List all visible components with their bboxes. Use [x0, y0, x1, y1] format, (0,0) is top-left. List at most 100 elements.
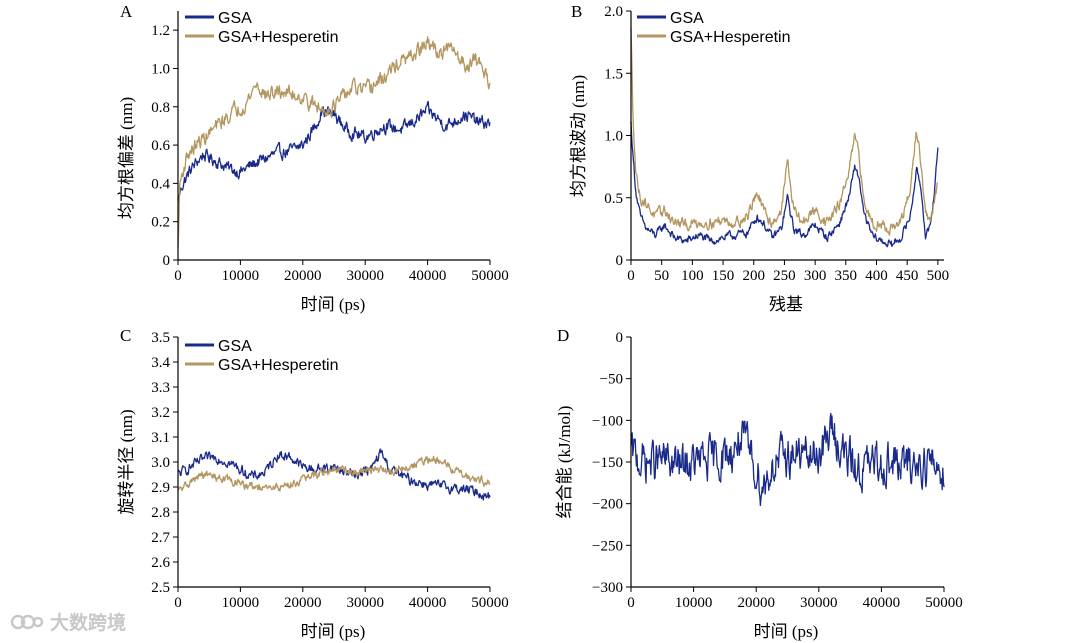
panel-a-legend: GSA GSA+Hesperetin — [185, 10, 339, 46]
panel-a-legend-label-hesperetin: GSA+Hesperetin — [218, 29, 339, 46]
panel-a-x-tick-label: 0 — [174, 268, 182, 284]
panel-b-x-axis-label: 残基 — [769, 295, 803, 314]
panel-b-y-tick-label: 0 — [616, 253, 624, 269]
panel-a-y-tick-label: 0.6 — [151, 138, 170, 154]
panel-b-x-tick-label: 50 — [654, 268, 669, 284]
panel-b-x-tick-label: 450 — [896, 268, 919, 284]
panel-d-x-tick-label: 40000 — [863, 595, 901, 611]
panel-b-x-tick-label: 300 — [804, 268, 827, 284]
panel-a-y-tick-label: 0.8 — [151, 100, 170, 116]
panel-c-series-gsa-hesperetin-line — [177, 455, 491, 492]
panel-c-x-axis-label: 时间 (ps) — [301, 622, 366, 641]
panel-c-y-axis-label: 旋转半径 (nm) — [117, 409, 136, 514]
panel-d-ticks-layer: 0 10000 20000 30000 40000 50000 −300 −250 −200 −1… — [592, 330, 963, 611]
panel-d-y-tick-label: −250 — [592, 538, 623, 554]
panel-b-rmsf-chart: B 0 50 100 150 200 250 300 350 400 450 500 0 0.5 1.0 1… — [569, 2, 949, 314]
panel-b-ticks-layer: 0 50 100 150 200 250 300 350 400 450 500 0 0.5 1.0 1.5… — [604, 4, 949, 284]
panel-b-x-tick-label: 400 — [865, 268, 888, 284]
panel-a-rmsd-chart: A 0 10000 20000 30000 40000 50000 0 0.2 0.4 0.6 0.… — [117, 2, 509, 314]
panel-a-x-tick-label: 20000 — [284, 268, 322, 284]
panel-c-ticks-layer: 0 10000 20000 30000 40000 50000 2.5 2.6 2.7 2.8 2.… — [151, 330, 509, 611]
panel-b-y-tick-label: 1.0 — [604, 129, 623, 145]
panel-b-series-layer — [630, 27, 939, 248]
panel-c-x-tick-label: 10000 — [222, 595, 260, 611]
panel-c-x-tick-label: 50000 — [471, 595, 509, 611]
panel-c-legend-label-hesperetin: GSA+Hesperetin — [218, 357, 339, 374]
panel-b-x-tick-label: 500 — [927, 268, 950, 284]
watermark: 大数跨境 — [10, 608, 126, 635]
panel-c-label: C — [120, 326, 131, 345]
panel-d-binding-energy-chart: D 0 10000 20000 30000 40000 50000 −300 −250 −200… — [555, 326, 963, 641]
panel-a-x-tick-label: 30000 — [346, 268, 384, 284]
panel-c-y-tick-label: 2.7 — [151, 530, 170, 546]
panel-b-y-tick-label: 1.5 — [604, 66, 623, 82]
panel-c-x-tick-label: 0 — [174, 595, 182, 611]
panel-b-y-tick-label: 2.0 — [604, 4, 623, 20]
panel-b-legend: GSA GSA+Hesperetin — [637, 10, 791, 46]
panel-c-legend: GSA GSA+Hesperetin — [185, 338, 339, 374]
panel-b-y-tick-label: 0.5 — [604, 191, 623, 207]
panel-d-y-tick-label: −200 — [592, 497, 623, 513]
panel-b-series-gsa-hesperetin-line — [630, 27, 939, 236]
panel-d-y-tick-label: 0 — [616, 330, 624, 346]
panel-a-series-layer — [177, 36, 491, 248]
panel-d-y-axis-label: 结合能 (kJ/mol) — [555, 406, 574, 519]
panel-d-label: D — [557, 326, 569, 345]
panel-c-y-tick-label: 3.2 — [151, 405, 170, 421]
panel-d-series-layer — [630, 412, 945, 507]
panel-c-y-tick-label: 3.3 — [151, 380, 170, 396]
watermark-text: 大数跨境 — [50, 612, 127, 634]
panel-d-x-tick-label: 30000 — [800, 595, 838, 611]
panel-c-y-tick-label: 3.4 — [151, 355, 170, 371]
panel-d-x-axis-label: 时间 (ps) — [754, 622, 819, 641]
panel-a-y-tick-label: 1.0 — [151, 61, 170, 77]
panel-c-y-tick-label: 2.5 — [151, 580, 170, 596]
panel-d-x-tick-label: 50000 — [925, 595, 963, 611]
panel-a-ticks-layer: 0 10000 20000 30000 40000 50000 0 0.2 0.4 0.6 0.8 1… — [151, 11, 509, 284]
panel-d-y-tick-label: −100 — [592, 413, 623, 429]
panel-a-series-gsa-line — [177, 100, 491, 203]
panel-a-y-tick-label: 0.2 — [151, 215, 170, 231]
panel-c-x-tick-label: 40000 — [409, 595, 447, 611]
panel-b-x-tick-label: 350 — [835, 268, 858, 284]
panel-c-x-tick-label: 20000 — [284, 595, 322, 611]
panel-a-legend-label-gsa: GSA — [218, 10, 252, 27]
brand-logo-icon — [10, 614, 44, 629]
panel-b-series-gsa-line — [630, 121, 939, 248]
panel-a-x-tick-label: 50000 — [471, 268, 509, 284]
panel-c-series-gsa-line — [177, 448, 491, 501]
panel-c-legend-label-gsa: GSA — [218, 338, 252, 355]
panel-b-x-tick-label: 250 — [773, 268, 796, 284]
panel-c-series-layer — [177, 448, 491, 501]
panel-a-y-tick-label: 0.4 — [151, 176, 170, 192]
panel-d-x-tick-label: 10000 — [675, 595, 713, 611]
panel-a-label: A — [120, 2, 133, 21]
panel-a-x-tick-label: 40000 — [409, 268, 447, 284]
panel-b-x-tick-label: 0 — [627, 268, 635, 284]
panel-a-y-axis-label: 均方根偏差 (nm) — [117, 97, 136, 219]
panel-b-x-tick-label: 200 — [742, 268, 765, 284]
panel-b-legend-label-gsa: GSA — [670, 10, 704, 27]
panel-b-label: B — [571, 2, 582, 21]
panel-c-y-tick-label: 2.8 — [151, 505, 170, 521]
panel-c-x-tick-label: 30000 — [346, 595, 384, 611]
panel-c-y-tick-label: 2.9 — [151, 480, 170, 496]
panel-b-y-axis-label: 均方根波动 (nm) — [569, 75, 588, 197]
panel-c-y-tick-label: 3.1 — [151, 430, 170, 446]
panel-d-y-tick-label: −50 — [600, 372, 623, 388]
panel-c-y-tick-label: 2.6 — [151, 555, 170, 571]
panel-b-x-tick-label: 100 — [681, 268, 704, 284]
panel-b-legend-label-hesperetin: GSA+Hesperetin — [670, 29, 791, 46]
panel-b-x-tick-label: 150 — [712, 268, 735, 284]
panel-a-x-axis-label: 时间 (ps) — [301, 295, 366, 314]
panel-a-y-tick-label: 0 — [163, 253, 171, 269]
panel-c-y-tick-label: 3.5 — [151, 330, 170, 346]
panel-d-x-tick-label: 0 — [627, 595, 635, 611]
panel-d-y-tick-label: −300 — [592, 580, 623, 596]
panel-a-x-tick-label: 10000 — [222, 268, 260, 284]
panel-d-x-tick-label: 20000 — [737, 595, 775, 611]
panel-d-series-gsa-line — [630, 412, 945, 507]
panel-c-radius-of-gyration-chart: C 0 10000 20000 30000 40000 50000 2.5 2.6 2.7 2.8… — [117, 326, 509, 641]
panel-a-series-gsa-hesperetin-line — [177, 36, 491, 248]
